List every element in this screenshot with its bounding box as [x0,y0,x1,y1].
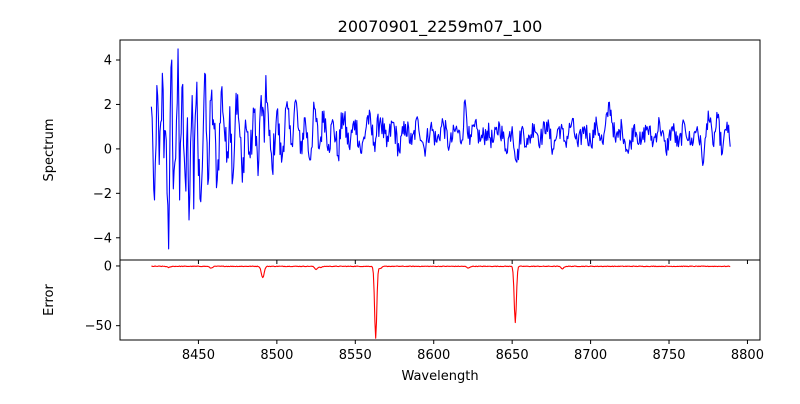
x-axis-label: Wavelength [401,369,478,384]
error-xtick-label: 8450 [182,348,215,363]
error-xtick-label: 8700 [574,348,607,363]
error-xtick-label: 8650 [496,348,529,363]
error-xtick-label: 8750 [652,348,685,363]
spectrum-x-ticks [197,260,748,264]
error-plot-frame [119,259,761,341]
spectrum-ytick-label: 2 [104,98,112,113]
spectrum-y-ticks: 4 2 0 −2 −4 [93,54,120,246]
error-line [151,265,731,339]
chart-title: 20070901_2259m07_100 [338,17,543,37]
error-y-ticks: 0 −50 [85,259,120,334]
spectrum-line [150,48,731,250]
spectrum-ytick-label: −4 [93,231,112,246]
spectrum-ytick-label: 4 [104,54,112,69]
spectrum-ylabel: Spectrum [42,119,57,182]
error-ytick-label: 0 [104,259,112,274]
error-ylabel: Error [42,284,57,316]
error-xtick-label: 8600 [417,348,450,363]
error-x-ticks: 8450 8500 8550 8600 8650 8700 8750 8800 [182,340,764,363]
spectrum-ytick-label: −2 [93,187,112,202]
error-xtick-label: 8550 [339,348,372,363]
error-ytick-label: −50 [85,319,112,334]
spectrum-ytick-label: 0 [104,142,112,157]
error-xtick-label: 8500 [260,348,293,363]
error-xtick-label: 8800 [731,348,764,363]
error-axes: 0 −50 8450 8500 8550 8600 8650 8700 8750 8800 [85,259,764,363]
